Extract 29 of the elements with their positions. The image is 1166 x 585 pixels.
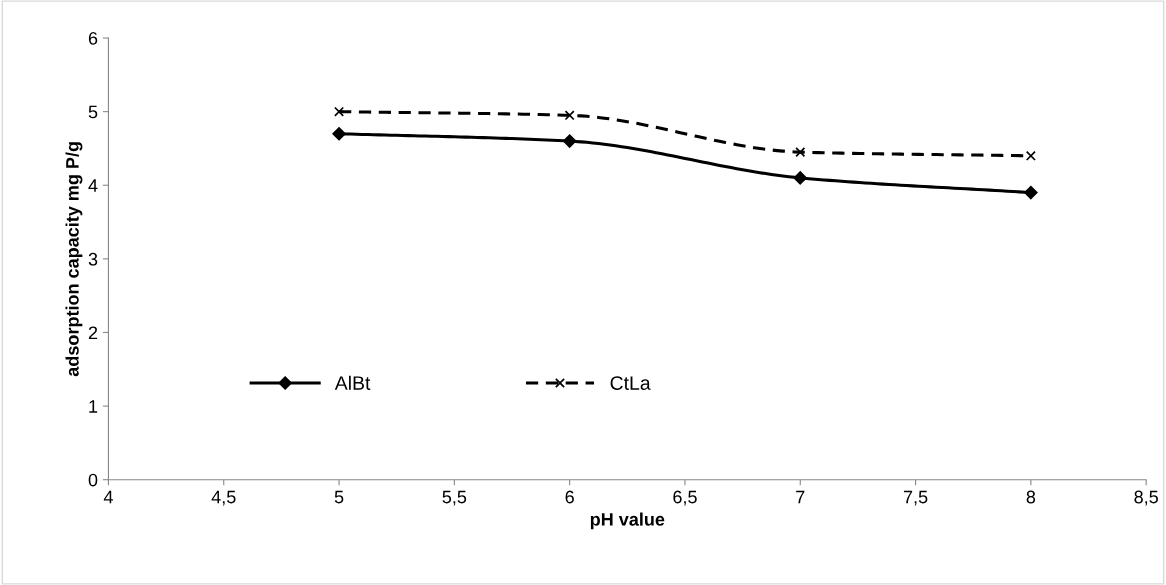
y-tick-label: 0 — [88, 473, 98, 487]
y-tick-label: 6 — [88, 31, 98, 45]
y-tick-label: 5 — [88, 105, 98, 119]
x-tick-label: 6 — [565, 490, 574, 504]
y-axis-title: adsorption capacity mg P/g — [65, 142, 83, 377]
y-tick-label: 3 — [88, 252, 98, 266]
legend-label: AlBt — [334, 375, 371, 390]
y-tick-label: 2 — [88, 326, 98, 340]
x-tick-label: 5 — [334, 490, 344, 504]
point — [795, 147, 806, 158]
point — [562, 134, 577, 148]
x-tick-label: 4 — [103, 490, 113, 504]
x-tick-label: 8 — [1026, 490, 1036, 504]
x-tick-label: 4,5 — [211, 490, 236, 506]
point — [1024, 185, 1038, 200]
y-tick-label: 4 — [88, 179, 98, 192]
point — [1025, 150, 1036, 161]
point — [332, 126, 346, 141]
x-tick-label: 7,5 — [903, 490, 928, 506]
point — [334, 106, 345, 117]
y-tick-label: 1 — [89, 400, 98, 413]
legend-label: CtLa — [610, 376, 651, 390]
point — [564, 110, 575, 121]
x-tick-label: 6,5 — [673, 490, 697, 506]
x-tick-label: 5,5 — [442, 490, 467, 506]
x-axis-title: pH value — [590, 512, 665, 530]
x-tick-label: 7 — [796, 490, 805, 504]
point — [793, 171, 807, 185]
x-tick-label: 8,5 — [1134, 490, 1158, 506]
